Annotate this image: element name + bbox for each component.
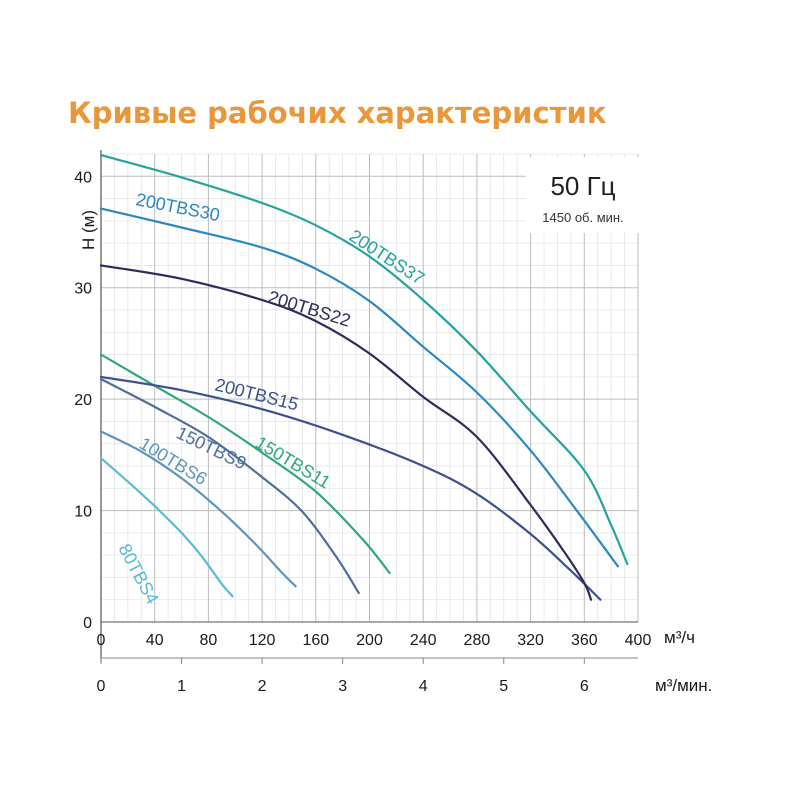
x2-tick-labels: 0 1 2 3 4 5 6 — [97, 658, 589, 695]
x-tick-labels: 0 40 80 120 160 200 240 280 320 360 400 — [97, 632, 652, 649]
x-tick-label: 400 — [625, 632, 652, 649]
y-tick-label: 30 — [74, 281, 92, 298]
minor-grid — [101, 153, 638, 622]
x-tick-label: 120 — [249, 632, 276, 649]
x2-tick-label: 0 — [97, 678, 106, 695]
series-line-80tbs4 — [99, 457, 234, 598]
x2-tick-label: 5 — [499, 678, 508, 695]
x2-tick-label: 4 — [419, 678, 428, 695]
chart-title: Кривые рабочих характеристик — [68, 96, 607, 130]
x2-tick-label: 6 — [580, 678, 589, 695]
y-tick-label: 10 — [74, 504, 92, 521]
axes — [100, 150, 638, 662]
x-tick-label: 160 — [302, 632, 329, 649]
series-line-200tbs30 — [99, 207, 619, 568]
x-tick-label: 320 — [517, 632, 544, 649]
series-label-80tbs4: 80TBS4 — [114, 540, 162, 607]
y-tick-label: 0 — [83, 615, 92, 632]
series-line-100tbs6 — [99, 430, 297, 588]
frequency-label: 50 Гц — [550, 171, 615, 201]
y-axis-label: Н (м) — [79, 210, 98, 250]
series-label-200tbs37: 200TBS37 — [346, 226, 428, 289]
x2-axis-label: м³/мин. — [655, 676, 712, 695]
frequency-box: 50 Гц 1450 об. мин. — [526, 157, 640, 233]
x2-tick-label: 2 — [258, 678, 267, 695]
y-tick-labels: 0 10 20 30 40 — [74, 169, 92, 632]
series-line-200tbs22 — [99, 264, 593, 601]
x-tick-label: 80 — [200, 632, 218, 649]
series-label-200tbs22: 200TBS22 — [266, 287, 353, 331]
series-line-200tbs37 — [99, 154, 629, 566]
series-line-150tbs9 — [99, 378, 360, 595]
x-tick-label: 240 — [410, 632, 437, 649]
y-tick-label: 20 — [74, 392, 92, 409]
x-tick-label: 360 — [571, 632, 598, 649]
x-axis-label: м³/ч — [664, 628, 695, 647]
x2-tick-label: 1 — [177, 678, 186, 695]
x-tick-label: 40 — [146, 632, 164, 649]
series-line-200tbs15 — [99, 375, 602, 601]
x-tick-label: 280 — [464, 632, 491, 649]
x-tick-label: 200 — [356, 632, 383, 649]
x-tick-label: 0 — [97, 632, 106, 649]
speed-label: 1450 об. мин. — [542, 210, 623, 225]
x2-tick-label: 3 — [338, 678, 347, 695]
y-tick-label: 40 — [74, 169, 92, 186]
series-lines — [99, 154, 629, 601]
series-label-150tbs11: 150TBS11 — [252, 432, 334, 492]
